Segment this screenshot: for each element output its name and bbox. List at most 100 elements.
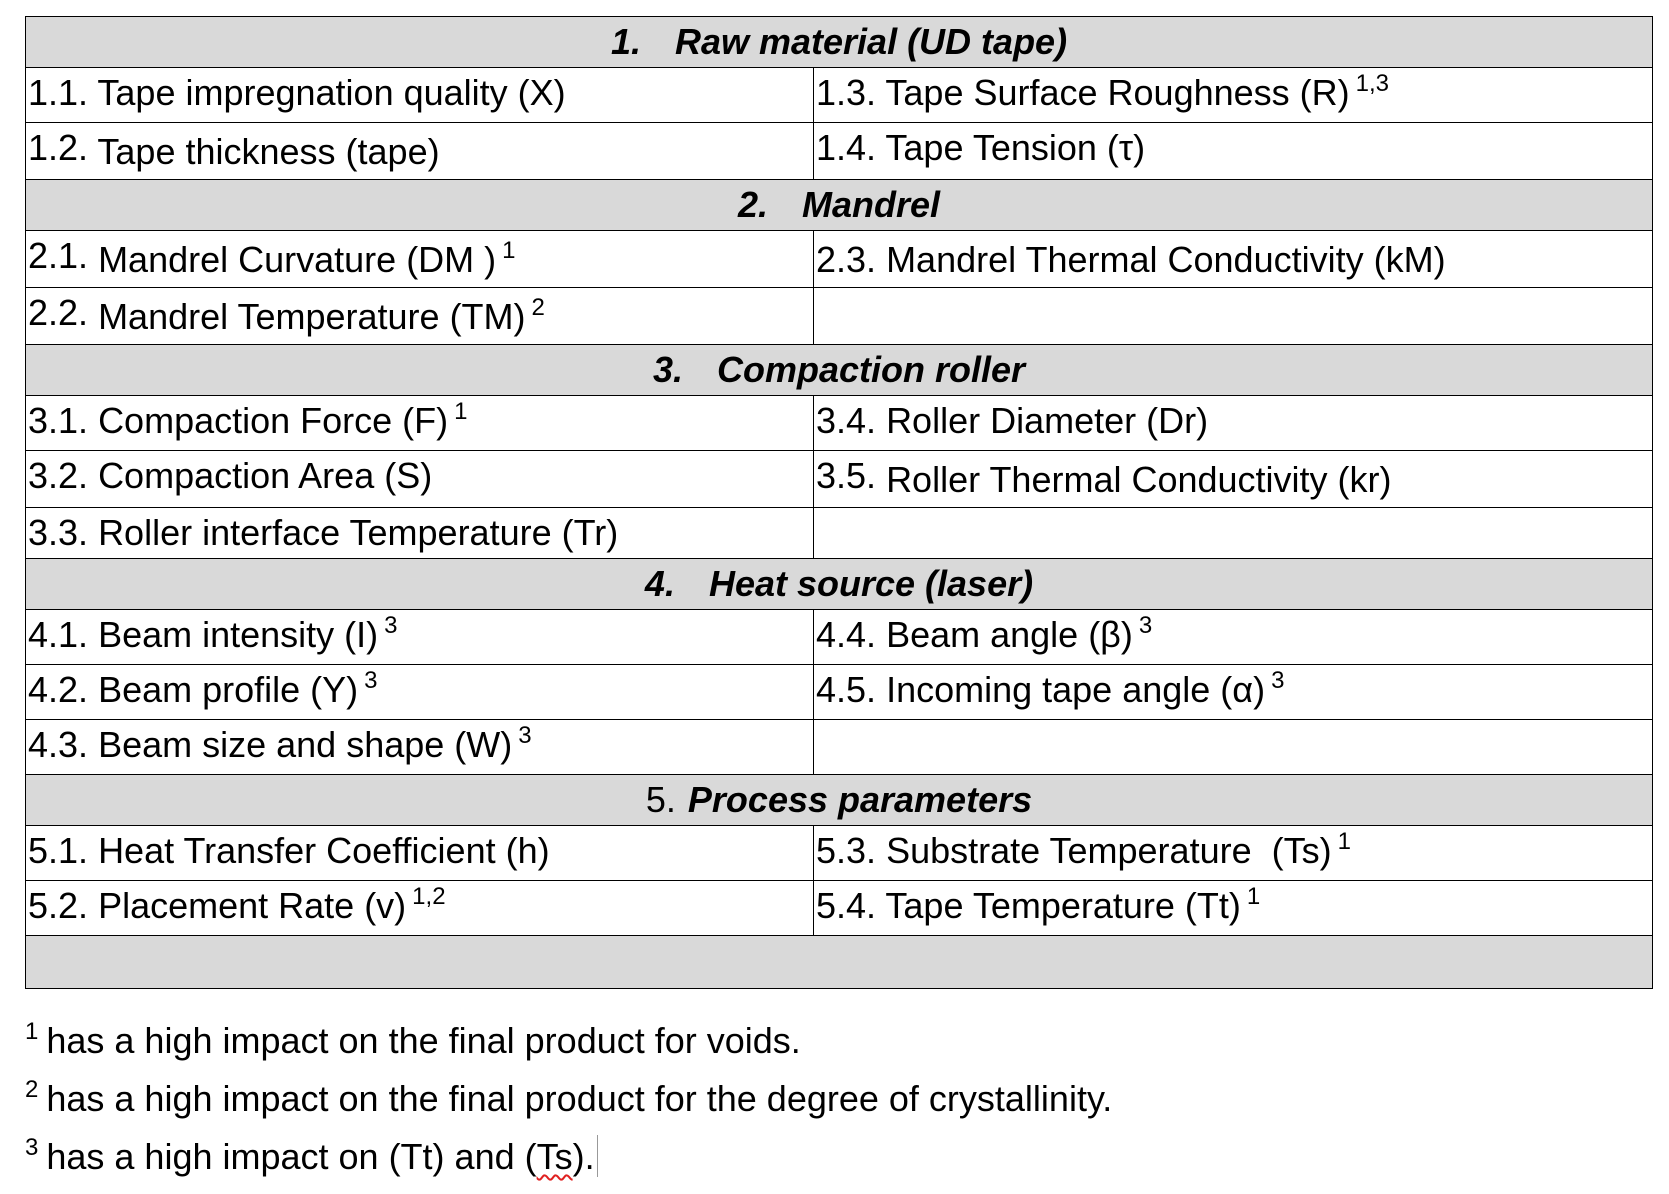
table-cell: 1.1. Tape impregnation quality (X) — [25, 67, 814, 123]
item-number: 1.4. — [816, 127, 877, 168]
table-cell: 5.3. Substrate Temperature (Ts) 1 — [812, 825, 1654, 881]
text-cursor — [596, 1135, 598, 1177]
section-header-process-parameters: 5. Process parameters — [24, 774, 1654, 826]
footnote-mark: 2 — [25, 1076, 39, 1103]
item-label: Mandrel Thermal Conductivity (kM) — [886, 239, 1446, 280]
footnote-text: has a high impact on the final product f… — [46, 1020, 801, 1061]
item-label: Beam profile (Y) — [98, 669, 359, 710]
table-cell: 2.3. Mandrel Thermal Conductivity (kM) — [812, 230, 1654, 288]
footnote-mark: 1 — [25, 1018, 39, 1045]
footnotes: 1 has a high impact on the final product … — [25, 1014, 1112, 1188]
item-label: Compaction Force (F) — [98, 400, 449, 441]
section-title: Mandrel — [802, 184, 941, 225]
spellcheck-flagged-word[interactable]: Ts — [536, 1136, 573, 1177]
footnote-ref: 1,2 — [412, 883, 446, 910]
footnote-ref: 1 — [502, 237, 516, 264]
table-cell: 3.5. Roller Thermal Conductivity (kr) — [812, 450, 1654, 508]
footnote-3: 3 has a high impact on (Tt) and (Ts). — [25, 1130, 1112, 1188]
item-number: 5.3. — [816, 830, 877, 871]
empty-cell — [812, 719, 1654, 775]
table-row: 1.1. Tape impregnation quality (X) 1.3. … — [25, 67, 1654, 123]
table-cell: 1.2. Tape thickness (tape) — [25, 122, 814, 180]
section-number: 4. — [644, 563, 675, 604]
section-title: Raw material (UD tape) — [674, 21, 1068, 62]
item-number: 3.3. — [28, 512, 89, 553]
item-label: Tape impregnation quality (X) — [97, 72, 566, 113]
footnote-ref: 3 — [364, 667, 378, 694]
parameters-table: 1. Raw material (UD tape) 1.1. Tape impre… — [24, 16, 1654, 989]
item-label: Tape Temperature (Tt) — [885, 885, 1241, 926]
section-title: Heat source (laser) — [708, 563, 1034, 604]
table-cell: 3.4. Roller Diameter (Dr) — [812, 395, 1654, 451]
table-cell: 4.4. Beam angle (β) 3 — [812, 609, 1654, 665]
footnote-1: 1 has a high impact on the final product … — [25, 1014, 1112, 1072]
footnote-ref: 3 — [518, 722, 532, 749]
footnote-text: has a high impact on the final product f… — [46, 1078, 1113, 1119]
item-number: 4.3. — [28, 724, 89, 765]
empty-cell — [24, 935, 1654, 989]
table-row: 4.1. Beam intensity (I) 3 4.4. Beam angle… — [25, 609, 1654, 665]
item-number: 2.1. — [28, 235, 89, 276]
table-row: 4.2. Beam profile (Y) 3 4.5. Incoming tap… — [25, 664, 1654, 720]
empty-cell — [812, 507, 1654, 559]
footnote-mark: 3 — [25, 1134, 39, 1161]
section-number: 1. — [610, 21, 641, 62]
section-header-heat-source: 4. Heat source (laser) — [24, 558, 1654, 610]
table-cell: 5.2. Placement Rate (v) 1,2 — [25, 880, 814, 936]
table-cell: 4.2. Beam profile (Y) 3 — [25, 664, 814, 720]
item-label: Compaction Area (S) — [98, 455, 433, 496]
section-number: 5. — [645, 779, 676, 820]
item-number: 5.4. — [816, 885, 877, 926]
item-number: 4.4. — [816, 614, 877, 655]
item-label: Tape Surface Roughness (R) — [885, 72, 1350, 113]
table-row: 3.3. Roller interface Temperature (Tr) — [25, 507, 1654, 559]
item-label: Incoming tape angle (α) — [886, 669, 1266, 710]
footnote-text-end: ). — [572, 1136, 595, 1177]
section-title: Compaction roller — [717, 349, 1026, 390]
table-row: 5.1. Heat Transfer Coefficient (h) 5.3. … — [25, 825, 1654, 881]
table-row: 1.2. Tape thickness (tape) 1.4. Tape Ten… — [25, 122, 1654, 180]
item-label: Beam angle (β) — [886, 614, 1133, 655]
parameters-table-body: 1. Raw material (UD tape) 1.1. Tape impre… — [24, 16, 1654, 989]
item-label: Tape Tension (τ) — [885, 127, 1146, 168]
table-row: 4.3. Beam size and shape (W) 3 — [25, 719, 1654, 775]
footnote-ref: 3 — [1138, 612, 1153, 639]
item-label: Beam intensity (I) — [98, 614, 379, 655]
item-label: Tape thickness (tape) — [97, 131, 440, 172]
table-cell: 4.3. Beam size and shape (W) 3 — [25, 719, 814, 775]
item-label: Roller Thermal Conductivity (kr) — [886, 459, 1392, 500]
item-label: Heat Transfer Coefficient (h) — [98, 830, 550, 871]
footnote-ref: 3 — [384, 612, 398, 639]
section-number: 2. — [737, 184, 768, 225]
section-header-compaction-roller: 3. Compaction roller — [24, 344, 1654, 396]
item-label: Substrate Temperature (Ts) — [886, 830, 1332, 871]
table-row: 2.1. Mandrel Curvature (DM ) 1 2.3. Mandr… — [25, 230, 1654, 288]
item-number: 1.2. — [28, 127, 89, 168]
blank-shaded-row — [24, 935, 1654, 989]
table-cell: 1.4. Tape Tension (τ) — [812, 122, 1654, 180]
item-label: Placement Rate (v) — [98, 885, 407, 926]
footnote-ref: 1 — [1246, 883, 1261, 910]
table-row: 3.1. Compaction Force (F) 1 3.4. Roller D… — [25, 395, 1654, 451]
item-number: 3.4. — [816, 400, 877, 441]
item-label: Roller interface Temperature (Tr) — [98, 512, 619, 553]
footnote-2: 2 has a high impact on the final product … — [25, 1072, 1112, 1130]
footnote-ref: 1 — [1337, 828, 1351, 855]
table-row: 3.2. Compaction Area (S) 3.5. Roller The… — [25, 450, 1654, 508]
table-cell: 1.3. Tape Surface Roughness (R) 1,3 — [812, 67, 1654, 123]
table-row: 2.2. Mandrel Temperature (TM) 2 — [25, 287, 1654, 345]
footnote-ref: 2 — [531, 294, 545, 321]
item-number: 5.1. — [28, 830, 89, 871]
item-number: 1.1. — [28, 72, 89, 113]
section-number: 3. — [652, 349, 683, 390]
item-number: 2.2. — [28, 292, 89, 333]
table-cell: 4.5. Incoming tape angle (α) 3 — [812, 664, 1654, 720]
table-cell: 5.1. Heat Transfer Coefficient (h) — [25, 825, 814, 881]
table-cell: 4.1. Beam intensity (I) 3 — [25, 609, 814, 665]
item-number: 1.3. — [816, 72, 877, 113]
item-number: 2.3. — [816, 239, 877, 280]
section-header-raw-material: 1. Raw material (UD tape) — [24, 16, 1654, 68]
item-number: 3.1. — [28, 400, 89, 441]
section-title: Process parameters — [687, 779, 1033, 820]
